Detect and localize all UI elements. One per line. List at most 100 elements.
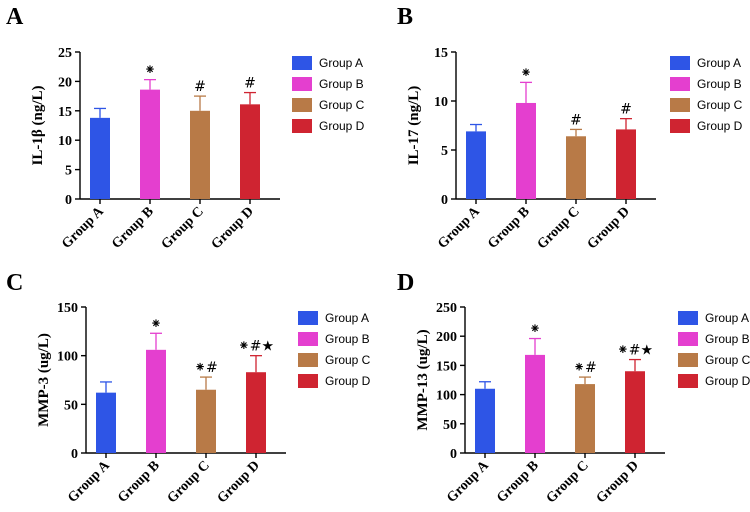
x-tick-label: Group C xyxy=(544,458,592,506)
y-tick-label: 5 xyxy=(441,144,448,159)
bar-group-c xyxy=(196,389,216,453)
legend-swatch xyxy=(298,374,318,388)
y-tick-label: 50 xyxy=(64,398,78,413)
bar-group-a xyxy=(96,392,116,453)
x-tick-label: Group D xyxy=(209,204,257,252)
bar-group-b xyxy=(525,354,545,453)
legend-label: Group D xyxy=(705,374,750,388)
y-tick-label: 10 xyxy=(58,134,72,149)
significance-marker: ⁕# xyxy=(194,360,217,376)
bar-group-d xyxy=(625,371,645,453)
y-tick-label: 150 xyxy=(436,359,457,374)
y-tick-label: 0 xyxy=(65,193,72,208)
panel-letter: A xyxy=(6,4,24,30)
legend-label: Group A xyxy=(697,56,741,70)
x-tick-label: Group D xyxy=(594,458,642,506)
legend-swatch xyxy=(670,98,690,112)
y-tick-label: 15 xyxy=(58,105,72,120)
x-tick-label: Group C xyxy=(165,458,213,506)
legend-label: Group A xyxy=(319,56,363,70)
legend-label: Group D xyxy=(319,119,365,133)
significance-marker: ⁕ xyxy=(529,322,541,338)
y-axis-label: MMP-13 (ug/L) xyxy=(415,329,431,430)
y-tick-label: 250 xyxy=(436,301,457,316)
legend-swatch xyxy=(678,374,698,388)
y-tick-label: 150 xyxy=(57,301,78,316)
legend-label: Group D xyxy=(697,119,743,133)
legend-label: Group B xyxy=(319,77,364,91)
bar-group-c xyxy=(575,384,595,453)
significance-marker: ⁕ xyxy=(520,65,532,81)
x-tick-label: Group B xyxy=(109,204,157,252)
legend-swatch xyxy=(670,56,690,70)
bar-group-d xyxy=(616,129,636,199)
bar-group-c xyxy=(566,136,586,199)
bar-group-a xyxy=(90,117,110,199)
chart-panel-c: C 0 50 100 150 MMP-3 (ug/L) Group A ⁕ Group B ⁕# G… xyxy=(6,270,371,506)
x-tick-label: Group B xyxy=(485,204,533,252)
legend-swatch xyxy=(670,77,690,91)
legend-swatch xyxy=(678,311,698,325)
legend-swatch xyxy=(292,119,312,133)
y-tick-label: 15 xyxy=(434,46,448,61)
significance-marker: # xyxy=(620,102,632,118)
legend-label: Group C xyxy=(697,98,743,112)
y-axis-label: MMP-3 (ug/L) xyxy=(36,333,52,427)
y-tick-label: 10 xyxy=(434,95,448,110)
legend-swatch xyxy=(670,119,690,133)
x-tick-label: Group B xyxy=(115,458,163,506)
bar-group-d xyxy=(246,372,266,453)
bar-group-a xyxy=(466,131,486,199)
bar-group-b xyxy=(516,102,536,199)
bar-group-c xyxy=(190,110,210,199)
y-tick-label: 100 xyxy=(57,350,78,365)
legend-swatch xyxy=(678,332,698,346)
legend-label: Group A xyxy=(325,311,369,325)
legend-label: Group D xyxy=(325,374,371,388)
significance-marker: # xyxy=(244,76,256,92)
x-tick-label: Group D xyxy=(215,458,263,506)
legend-swatch xyxy=(678,353,698,367)
significance-marker: # xyxy=(570,112,582,128)
y-tick-label: 100 xyxy=(436,389,457,404)
legend-swatch xyxy=(298,353,318,367)
y-tick-label: 0 xyxy=(441,193,448,208)
bar-group-b xyxy=(140,89,160,199)
significance-marker: # xyxy=(194,79,206,95)
chart-panel-d: D 0 50 100 150 200 250 MMP-13 (ug/L) Group A ⁕ Gro… xyxy=(397,270,750,506)
legend-label: Group B xyxy=(705,332,750,346)
legend-label: Group B xyxy=(325,332,370,346)
legend-label: Group C xyxy=(705,353,750,367)
y-tick-label: 5 xyxy=(65,164,72,179)
legend-swatch xyxy=(292,77,312,91)
x-tick-label: Group C xyxy=(535,204,583,252)
legend-swatch xyxy=(292,98,312,112)
panel-letter: B xyxy=(397,4,413,30)
bar-group-b xyxy=(146,349,166,453)
significance-marker: ⁕# xyxy=(573,360,596,376)
legend-label: Group C xyxy=(319,98,365,112)
panel-letter: D xyxy=(397,270,414,296)
y-tick-label: 0 xyxy=(450,447,457,462)
x-tick-label: Group A xyxy=(59,204,107,252)
legend-swatch xyxy=(292,56,312,70)
y-tick-label: 0 xyxy=(71,447,78,462)
x-tick-label: Group B xyxy=(494,458,542,506)
legend-swatch xyxy=(298,332,318,346)
x-tick-label: Group C xyxy=(159,204,207,252)
y-tick-label: 20 xyxy=(58,75,72,90)
legend-label: Group A xyxy=(705,311,749,325)
y-axis-label: IL-17 (ng/L) xyxy=(406,86,422,166)
y-axis-label: IL-1β (ng/L) xyxy=(30,86,46,166)
significance-marker: ⁕ xyxy=(150,316,162,332)
significance-marker: ⁕#★ xyxy=(617,343,653,359)
y-tick-label: 50 xyxy=(443,418,457,433)
panel-letter: C xyxy=(6,270,23,296)
chart-panel-b: B 0 5 10 15 IL-17 (ng/L) Group A ⁕ Group B # Group… xyxy=(397,4,743,252)
legend-label: Group B xyxy=(697,77,742,91)
y-tick-label: 25 xyxy=(58,46,72,61)
y-tick-label: 200 xyxy=(436,330,457,345)
x-tick-label: Group D xyxy=(585,204,633,252)
bar-group-a xyxy=(475,388,495,453)
